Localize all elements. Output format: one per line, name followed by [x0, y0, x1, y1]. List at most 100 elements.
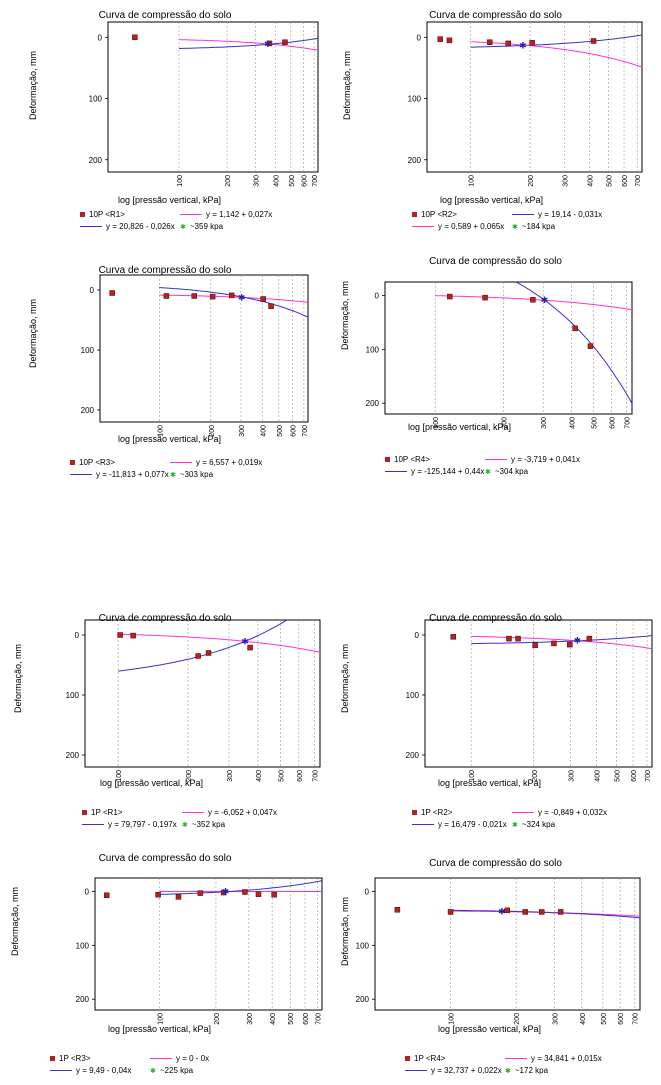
data-point [447, 909, 454, 915]
fit-line-1 [470, 34, 643, 48]
x-tick-label: 100 [449, 1013, 456, 1025]
x-tick-label: 500 [278, 770, 285, 782]
data-point [266, 40, 273, 47]
legend-item: y = -125,144 + 0,44x [385, 467, 484, 476]
data-point [209, 293, 216, 300]
legend-star-icon: ✱ [182, 821, 188, 829]
y-tick-label: 200 [76, 995, 90, 1004]
legend-star-icon: ✱ [505, 1067, 511, 1075]
x-axis-label: log [pressão vertical, kPa] [438, 1024, 542, 1034]
x-axis-label: log [pressão vertical, kPa] [118, 434, 222, 444]
legend-label: 1P <R1> [91, 808, 123, 817]
y-tick-label: 0 [98, 33, 103, 42]
x-tick-label: 600 [609, 417, 616, 429]
data-point [155, 891, 161, 898]
data-point [551, 640, 557, 647]
x-tick-label: 500 [615, 770, 622, 782]
data-point [437, 36, 443, 42]
data-point [532, 642, 538, 648]
legend-item: y = -6,052 + 0,047x [182, 808, 277, 817]
legend-item: y = 34,841 + 0,015x [505, 1054, 602, 1063]
legend-square-icon [50, 1056, 55, 1062]
intersection-marker: ✱ [241, 636, 249, 646]
legend-label: ~352 kpa [191, 820, 226, 829]
x-tick-label: 700 [635, 175, 642, 187]
plot-frame [84, 619, 321, 768]
x-tick-label: 100 [433, 417, 440, 429]
fit-line-2 [471, 635, 653, 645]
legend: 10P <R3> y = 6,557 + 0,019x y = -11,813 + … [70, 458, 330, 488]
chart-panel-10p-r1: Curva de compressão do solo Deformação, m… [0, 0, 330, 260]
legend-star-icon: ✱ [170, 471, 176, 479]
data-point [587, 343, 594, 349]
chart-panel-1p-r2: Curva de compressão do solo Deformação, m… [330, 603, 661, 838]
legend-label: 10P <R3> [79, 458, 115, 467]
legend: 10P <R2> y = 19,14 - 0,031x y = 0,589 + 0,… [412, 210, 660, 240]
x-tick-label: 100 [177, 175, 184, 187]
x-tick-label: 100 [157, 425, 164, 437]
x-tick-label: 300 [541, 417, 548, 429]
x-tick-label: 400 [594, 770, 601, 782]
legend: 1P <R3> y = 0 - 0x y = 9,49 - 0,04x ✱ ~225 k… [50, 1054, 330, 1084]
x-tick-label: 700 [645, 770, 652, 782]
plot-frame [374, 877, 641, 1011]
x-tick-label: 100 [116, 770, 123, 782]
x-tick-label: 100 [469, 175, 476, 187]
x-axis-label: log [pressão vertical, kPa] [438, 778, 542, 788]
legend-square-icon [385, 457, 390, 463]
data-point [268, 303, 274, 309]
fit-line-2 [450, 909, 641, 919]
legend-label: y = 16,479 - 0,021x [438, 820, 507, 829]
data-point [487, 39, 493, 45]
x-tick-label: 700 [312, 175, 319, 187]
data-point [522, 909, 528, 915]
chart-title: Curva de compressão do solo [98, 10, 232, 21]
data-point [242, 889, 248, 895]
chart-title: Curva de compressão do solo [429, 10, 562, 21]
legend-line-icon [180, 214, 202, 216]
legend-square-icon [412, 212, 417, 218]
legend-line-icon [82, 824, 104, 826]
plot-area: 100 200 300 400 500 600 700 0 100 200 ✱ [408, 21, 643, 187]
y-tick-label: 100 [356, 941, 370, 950]
x-tick-label: 500 [591, 417, 598, 429]
data-point [271, 891, 277, 898]
legend-line-icon [150, 1058, 172, 1060]
chart-title: Curva de compressão do solo [429, 613, 562, 624]
data-point [506, 635, 512, 642]
legend-label: y = -125,144 + 0,44x [411, 467, 485, 476]
data-point [482, 294, 488, 301]
data-point [205, 650, 212, 656]
legend-item: 1P <R1> [82, 808, 122, 817]
y-tick-label: 0 [75, 631, 80, 640]
data-point [394, 907, 401, 913]
legend-item: ✱ ~304 kpa [485, 467, 528, 476]
x-tick-label: 200 [214, 1013, 221, 1025]
data-point [590, 38, 597, 44]
data-point [197, 890, 204, 896]
plot-area: 100 200 300 400 500 600 700 0 100 200 ✱ [406, 619, 653, 782]
legend-item: y = 19,14 - 0,031x [512, 210, 602, 219]
legend-label: y = -0,849 + 0,032x [538, 808, 607, 817]
legend-item: ✱ ~184 kpa [512, 222, 555, 231]
x-axis-label: log [pressão vertical, kPa] [118, 195, 222, 205]
y-tick-label: 0 [365, 887, 370, 896]
x-tick-label: 500 [606, 175, 613, 187]
fit-line-1 [118, 633, 321, 653]
legend-label: ~324 kpa [521, 820, 556, 829]
data-point [163, 293, 170, 299]
y-tick-label: 0 [417, 33, 422, 42]
legend-item: y = 0,589 + 0,065x [412, 222, 504, 231]
legend-line-icon [485, 459, 507, 461]
x-tick-label: 400 [260, 425, 267, 437]
y-tick-label: 200 [366, 399, 380, 408]
legend-line-icon [170, 462, 192, 464]
legend-item: y = 16,479 - 0,021x [412, 820, 507, 829]
legend-line-icon [182, 812, 204, 814]
x-tick-label: 700 [315, 1013, 322, 1025]
y-tick-label: 100 [76, 941, 90, 950]
x-tick-label: 600 [303, 1013, 310, 1025]
y-tick-label: 200 [406, 751, 420, 760]
x-tick-label: 400 [270, 1013, 277, 1025]
legend-item: y = 1,142 + 0,027x [180, 210, 272, 219]
